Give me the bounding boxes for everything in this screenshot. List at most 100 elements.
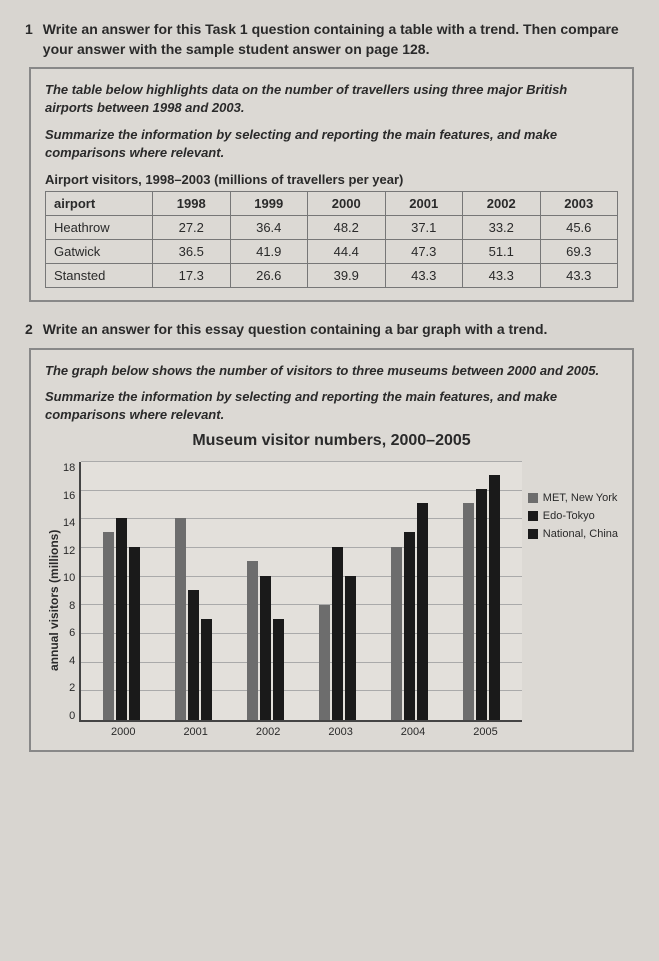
bar-group xyxy=(247,561,284,720)
q1-prompt-2: Summarize the information by selecting a… xyxy=(45,126,618,162)
airport-table: airport199819992000200120022003 Heathrow… xyxy=(45,191,618,288)
legend-item: National, China xyxy=(528,528,618,540)
q1-header: 1 Write an answer for this Task 1 questi… xyxy=(25,20,634,59)
table-cell: 48.2 xyxy=(308,215,386,239)
q2-header: 2 Write an answer for this essay questio… xyxy=(25,320,634,340)
bar xyxy=(175,518,186,720)
legend: MET, New York Edo-Tokyo National, China xyxy=(522,462,618,738)
x-tick: 2005 xyxy=(473,726,497,738)
y-tick: 12 xyxy=(63,545,75,557)
question-2: 2 Write an answer for this essay questio… xyxy=(25,320,634,752)
question-1: 1 Write an answer for this Task 1 questi… xyxy=(25,20,634,302)
bar xyxy=(116,518,127,720)
table-cell: 26.6 xyxy=(230,263,308,287)
table-cell: 37.1 xyxy=(385,215,463,239)
y-tick: 18 xyxy=(63,462,75,474)
table-header-year: 2000 xyxy=(308,191,386,215)
bar-group xyxy=(463,475,500,721)
table-header-year: 2001 xyxy=(385,191,463,215)
bar-group xyxy=(391,503,428,720)
bar xyxy=(247,561,258,720)
q2-prompt-2: Summarize the information by selecting a… xyxy=(45,388,618,424)
q1-number: 1 xyxy=(25,20,33,40)
table-cell: 36.5 xyxy=(153,239,231,263)
q2-task-box: The graph below shows the number of visi… xyxy=(29,348,634,753)
legend-swatch xyxy=(528,511,538,521)
table-cell: 45.6 xyxy=(540,215,618,239)
x-tick: 2001 xyxy=(183,726,207,738)
bar xyxy=(260,576,271,720)
q1-prompt-1: The table below highlights data on the n… xyxy=(45,81,618,117)
legend-swatch xyxy=(528,493,538,503)
table-cell: 43.3 xyxy=(385,263,463,287)
table-cell: 36.4 xyxy=(230,215,308,239)
bar xyxy=(319,605,330,721)
bar-group xyxy=(319,547,356,720)
table-row: Stansted17.326.639.943.343.343.3 xyxy=(46,263,618,287)
bar xyxy=(463,503,474,720)
legend-label: Edo-Tokyo xyxy=(543,510,595,522)
bar xyxy=(345,576,356,720)
table-header-airport: airport xyxy=(46,191,153,215)
table-header-year: 1999 xyxy=(230,191,308,215)
x-tick: 2003 xyxy=(328,726,352,738)
bar-group xyxy=(103,518,140,720)
bar-group xyxy=(175,518,212,720)
table-header-year: 2003 xyxy=(540,191,618,215)
table-cell: 47.3 xyxy=(385,239,463,263)
table-header-year: 2002 xyxy=(463,191,541,215)
row-label: Heathrow xyxy=(46,215,153,239)
x-tick: 2002 xyxy=(256,726,280,738)
table-cell: 33.2 xyxy=(463,215,541,239)
y-tick: 14 xyxy=(63,517,75,529)
table-cell: 27.2 xyxy=(153,215,231,239)
table-row: Heathrow27.236.448.237.133.245.6 xyxy=(46,215,618,239)
table-cell: 43.3 xyxy=(463,263,541,287)
chart-title: Museum visitor numbers, 2000–2005 xyxy=(45,432,618,450)
legend-swatch xyxy=(528,529,538,539)
q1-task-box: The table below highlights data on the n… xyxy=(29,67,634,302)
y-tick: 6 xyxy=(63,627,75,639)
row-label: Stansted xyxy=(46,263,153,287)
y-tick: 8 xyxy=(63,600,75,612)
bar xyxy=(129,547,140,720)
table-cell: 44.4 xyxy=(308,239,386,263)
y-axis: 0 2 4 6 8 10 12 14 16 18 xyxy=(63,462,79,722)
q1-instruction: Write an answer for this Task 1 question… xyxy=(43,20,634,59)
bar xyxy=(103,532,114,720)
q2-number: 2 xyxy=(25,320,33,340)
bar xyxy=(273,619,284,720)
q1-table-title: Airport visitors, 1998–2003 (millions of… xyxy=(45,172,618,187)
bar xyxy=(417,503,428,720)
y-tick: 16 xyxy=(63,490,75,502)
y-tick: 0 xyxy=(63,710,75,722)
bar xyxy=(332,547,343,720)
y-tick: 4 xyxy=(63,655,75,667)
x-tick: 2000 xyxy=(111,726,135,738)
legend-item: MET, New York xyxy=(528,492,618,504)
bar xyxy=(489,475,500,721)
table-cell: 43.3 xyxy=(540,263,618,287)
y-tick: 10 xyxy=(63,572,75,584)
bar xyxy=(188,590,199,720)
table-cell: 17.3 xyxy=(153,263,231,287)
table-cell: 41.9 xyxy=(230,239,308,263)
bar xyxy=(404,532,415,720)
bar xyxy=(476,489,487,720)
chart-container: annual visitors (millions) 0 2 4 6 8 10 12 14 16… xyxy=(45,462,618,738)
row-label: Gatwick xyxy=(46,239,153,263)
y-tick: 2 xyxy=(63,682,75,694)
bar xyxy=(391,547,402,720)
legend-label: MET, New York xyxy=(543,492,618,504)
y-axis-label: annual visitors (millions) xyxy=(45,462,63,738)
table-row: Gatwick36.541.944.447.351.169.3 xyxy=(46,239,618,263)
table-header-year: 1998 xyxy=(153,191,231,215)
table-cell: 39.9 xyxy=(308,263,386,287)
table-cell: 69.3 xyxy=(540,239,618,263)
x-axis: 200020012002200320042005 xyxy=(63,726,522,738)
plot-area xyxy=(79,462,522,722)
q2-prompt-1: The graph below shows the number of visi… xyxy=(45,362,618,380)
bar xyxy=(201,619,212,720)
legend-label: National, China xyxy=(543,528,618,540)
legend-item: Edo-Tokyo xyxy=(528,510,618,522)
